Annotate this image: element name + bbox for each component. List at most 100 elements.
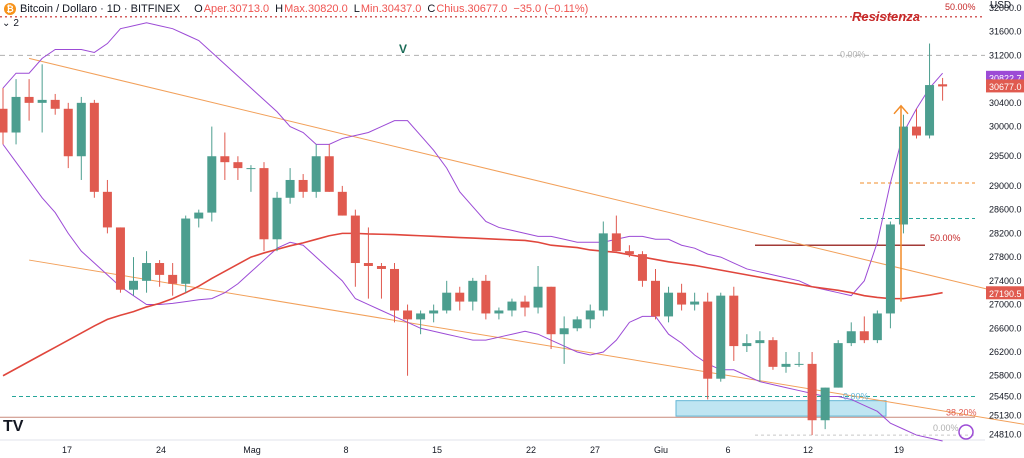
candle-body[interactable] — [155, 263, 165, 275]
candle-body[interactable] — [598, 233, 608, 311]
candle-body[interactable] — [651, 280, 660, 317]
candle-body[interactable] — [833, 343, 843, 388]
candle-body[interactable] — [637, 254, 647, 281]
x-tick-label: 17 — [62, 445, 72, 455]
fib-top-50-label: 50.00% — [945, 2, 976, 12]
candle-body[interactable] — [781, 363, 791, 367]
y-tick-label: 29500.0 — [989, 151, 1022, 161]
candle-body[interactable] — [311, 156, 321, 192]
candle-body[interactable] — [350, 215, 360, 264]
candle-body[interactable] — [115, 227, 125, 290]
fib-mid-50-label: 50.00% — [930, 233, 961, 243]
candle-body[interactable] — [403, 310, 413, 320]
candle-body[interactable] — [24, 96, 34, 103]
candle-body[interactable] — [703, 301, 713, 379]
tradingview-logo[interactable]: TV — [3, 418, 24, 435]
candle-body[interactable] — [533, 286, 543, 308]
candle-body[interactable] — [259, 168, 269, 240]
candle-body[interactable] — [468, 280, 478, 302]
candle-body[interactable] — [37, 99, 47, 103]
candle-body[interactable] — [664, 292, 674, 317]
candle-body[interactable] — [11, 96, 21, 133]
candle-body[interactable] — [938, 84, 948, 87]
candle-body[interactable] — [324, 156, 334, 192]
ma-price-badge-bg — [986, 286, 1024, 300]
candle-body[interactable] — [611, 233, 621, 252]
channel-lower-line[interactable] — [29, 259, 1024, 441]
candle-body[interactable] — [390, 268, 399, 311]
candle-body[interactable] — [63, 108, 73, 157]
indicator-toggle[interactable]: ⌄ 2 — [2, 18, 19, 29]
candle-body[interactable] — [429, 310, 439, 314]
candle-body[interactable] — [859, 331, 869, 341]
lower-band-line — [2, 144, 943, 442]
x-tick-label: Giu — [654, 445, 668, 455]
symbol-title[interactable]: Bitcoin / Dollaro · 1D · BITFINEX — [20, 2, 181, 15]
candle-body[interactable] — [337, 191, 347, 216]
candle-body[interactable] — [624, 251, 634, 255]
settings-icon[interactable] — [958, 424, 974, 440]
candle-body[interactable] — [742, 343, 752, 347]
candle-body[interactable] — [142, 263, 152, 281]
candle-body[interactable] — [376, 265, 386, 269]
candle-body[interactable] — [285, 179, 295, 198]
candle-body[interactable] — [455, 292, 465, 302]
close-label: C — [427, 2, 436, 15]
candle-body[interactable] — [846, 331, 856, 344]
candle-body[interactable] — [494, 310, 504, 314]
y-tick-label: 27000.0 — [989, 300, 1022, 310]
candle-body[interactable] — [520, 301, 530, 308]
candle-body[interactable] — [481, 280, 491, 314]
candle-body[interactable] — [246, 168, 256, 170]
candle-body[interactable] — [585, 310, 595, 320]
candle-body[interactable] — [76, 102, 86, 157]
candle-body[interactable] — [559, 328, 569, 335]
candle-body[interactable] — [729, 295, 739, 347]
candle-body[interactable] — [220, 156, 230, 163]
candle-body[interactable] — [794, 363, 804, 365]
ma-price-badge: 27190.5 — [989, 289, 1022, 299]
candle-body[interactable] — [194, 212, 204, 219]
candle-body[interactable] — [546, 286, 556, 335]
candle-body[interactable] — [690, 301, 700, 305]
candle-body[interactable] — [272, 197, 282, 240]
candle-body[interactable] — [768, 340, 778, 367]
candle-body[interactable] — [168, 274, 178, 284]
candle-body[interactable] — [207, 156, 217, 213]
channel-upper-line[interactable] — [28, 57, 1024, 322]
candle-body[interactable] — [442, 292, 452, 311]
candle-body[interactable] — [363, 263, 373, 266]
candle-body[interactable] — [872, 313, 882, 341]
y-tick-label: 25450.0 — [989, 392, 1022, 402]
candle-body[interactable] — [716, 295, 726, 379]
currency-label[interactable]: USD — [990, 0, 1012, 11]
candle-body[interactable] — [820, 387, 830, 421]
candle-body[interactable] — [89, 102, 99, 192]
candle-body[interactable] — [102, 191, 112, 228]
y-tick-label: 25800.0 — [989, 371, 1022, 381]
low-value: Min.30437.0 — [360, 2, 422, 15]
candle-body[interactable] — [898, 126, 908, 225]
candle-body[interactable] — [50, 99, 60, 109]
candle-body[interactable] — [807, 363, 817, 421]
candle-body[interactable] — [912, 126, 921, 136]
candle-body[interactable] — [129, 280, 138, 290]
x-tick-label: Mag — [243, 445, 261, 455]
candle-body[interactable] — [0, 108, 8, 133]
y-tick-label: 30400.0 — [989, 98, 1022, 108]
candle-body[interactable] — [677, 292, 687, 305]
candle-body[interactable] — [925, 85, 935, 136]
candle-body[interactable] — [233, 162, 243, 169]
candle-body[interactable] — [755, 340, 765, 344]
candle-body[interactable] — [885, 224, 895, 314]
support-zone[interactable] — [675, 400, 887, 417]
candle-body[interactable] — [507, 301, 517, 311]
candle-body[interactable] — [298, 179, 308, 192]
chevron-down-icon[interactable]: ⌄ — [2, 18, 11, 29]
candle-body[interactable] — [181, 218, 191, 284]
candle-body[interactable] — [416, 313, 426, 320]
candle-body[interactable] — [572, 319, 582, 329]
y-tick-label: 25130.0 — [989, 410, 1022, 420]
y-tick-label: 30000.0 — [989, 122, 1022, 132]
